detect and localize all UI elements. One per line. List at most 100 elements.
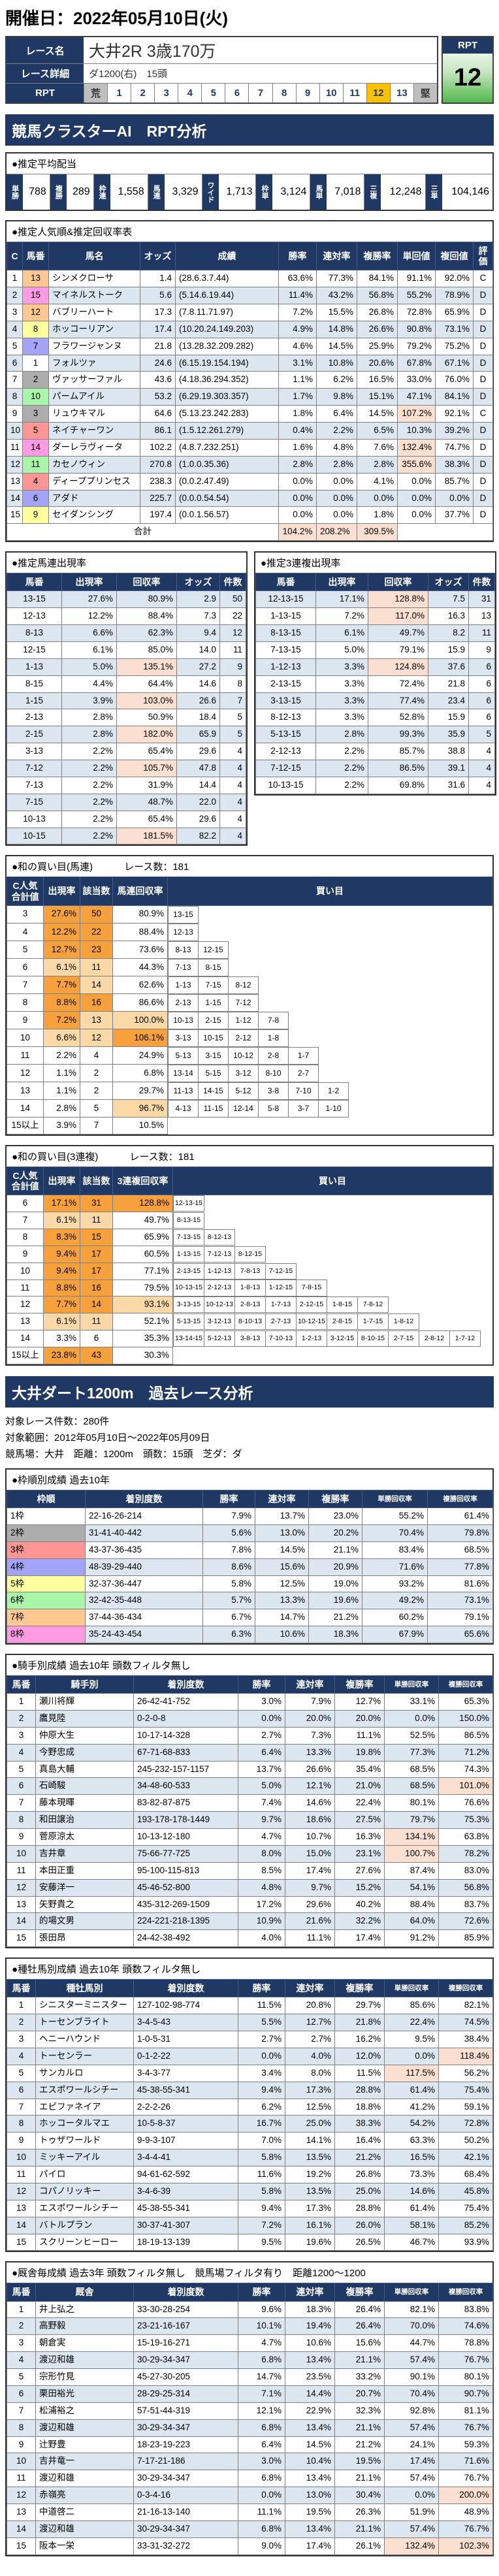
table-cell: 76.7% (438, 2470, 493, 2488)
table-cell: 82.1% (384, 2300, 439, 2319)
table-cell: 4.9% (278, 320, 317, 338)
table-row: 8 8.8% 16 86.6% 2-13 1-15 7-12 (7, 993, 492, 1012)
table-cell: 65.4% (116, 810, 177, 828)
column-header: 出現率 (315, 573, 368, 592)
table-cell: (6.29.19.303.357) (175, 388, 279, 406)
table-cell: 28.8% (334, 2199, 385, 2217)
table-cell: 9.4% (43, 1245, 80, 1263)
table-row: 11 14 ダーレラヴィータ 102.2 (4.8.7.232.251) 1.6% 4.8%… (7, 438, 493, 457)
table-cell: 14 (80, 976, 113, 995)
table-cell: ホッコータルマエ (35, 2115, 134, 2133)
table-cell: ヘニーハウンド (35, 2031, 134, 2048)
table-cell: 68.4% (438, 2166, 493, 2183)
table-cell: 75.3% (438, 1811, 493, 1829)
table-cell: 73.6% (112, 941, 168, 959)
table-cell: 0.4% (278, 422, 317, 440)
column-header: 複勝率 (308, 1489, 362, 1509)
kaime-box: 7-12-13 (204, 1246, 235, 1263)
table-cell: 12 (7, 2487, 36, 2505)
table-row: 1 瀬川将輝 26-42-41-752 3.0% 7.9% 12.7% 33.1% 65.3% (7, 1693, 493, 1711)
table-cell: 93.9% (438, 2233, 493, 2251)
table-cell: 99.3% (368, 726, 428, 744)
table-cell: 3-4-5-43 (133, 2014, 238, 2032)
table-cell: 9.6% (238, 2300, 285, 2319)
table-cell: 吉井章 (35, 1844, 134, 1863)
payout-type-label: 馬連 (148, 174, 165, 210)
table-cell: 8-13-15 (255, 624, 316, 642)
column-header: 馬連回収率 (112, 877, 168, 906)
table-cell: 38.4% (438, 2031, 493, 2048)
table-row: 14 2.8% 5 96.7% 4-13 11-15 12-14 5-8 3-7 1-10 (7, 1099, 492, 1118)
table-cell: 14 (7, 2216, 36, 2234)
table-cell: 13.0% (255, 1524, 309, 1542)
kaime-box: 1-7 (288, 1046, 319, 1065)
table-cell: 2.2% (61, 743, 117, 761)
table-cell: 14 (22, 438, 49, 457)
table-row: 1 13 シンメクローサ 1.4 (28.6.3.7.44) 63.6% 77.3% 84.1… (7, 270, 493, 288)
table-cell: 54.2% (384, 2115, 439, 2133)
table-cell: 26.1% (334, 2537, 385, 2555)
table-cell: 11.6% (238, 2166, 285, 2183)
column-header: 回収率 (368, 573, 428, 592)
stable-title: ●厩舎毎成績 過去3年 頭数フィルタ無し 競馬場フィルタ有り 距離1200～12… (12, 2268, 366, 2279)
table-cell: 76.0% (435, 371, 474, 389)
table-cell: マイネルストーク (48, 287, 140, 304)
table-row: 14 6 アダド 225.7 (0.0.0.54.54) 0.0% 0.0% 0.0% 0.0%… (7, 489, 493, 507)
table-row: 14 渡辺和雄 30-29-34-347 6.8% 13.4% 21.1% 57.4% 76.… (7, 2520, 493, 2538)
table-row: 12 赤嶺亮 0-3-4-16 0.0% 13.0% 30.4% 0.0% 200.0% (7, 2487, 493, 2505)
table-cell: 76.6% (438, 1794, 493, 1812)
table-cell: 8.3% (43, 1228, 80, 1246)
column-header: 件数 (468, 573, 495, 592)
column-header: 件数 (219, 573, 246, 592)
table-row: 15以上 23.8% 43 30.3% (7, 1347, 492, 1364)
table-cell: 5.8% (202, 1575, 255, 1593)
table-row: 7-12 2.2% 105.7% 47.8 4 (7, 760, 246, 777)
payout-strip: 単勝 788 複勝 289 枠連 1,558 馬連 3,329 ワイド 1,713 枠単 3,124 馬… (7, 174, 492, 210)
kaime-box: 3-8-13 (234, 1330, 266, 1347)
table-cell: 7.2% (315, 607, 368, 626)
kaime-cell: 5-13 3-15 10-12 2-8 1-7 (167, 1046, 492, 1065)
table-cell: 61.4% (384, 2081, 439, 2099)
track-conditions: 競馬場：大井 距離：1200m 頭数：15頭 芝ダ：ダ (5, 1448, 242, 1460)
table-cell: 21.2% (334, 2149, 385, 2167)
wa-umaren-race-count: レース数：181 (124, 861, 189, 873)
table-cell: 85.7% (435, 472, 474, 491)
column-header: 出現率 (61, 573, 117, 592)
table-cell: 52.8% (368, 709, 428, 727)
kaime-box: 1-12-13 (204, 1263, 235, 1280)
table-cell: 92.8% (384, 2402, 439, 2420)
table-cell: 27.6% (61, 590, 117, 609)
kaime-box: 2-12-13 (204, 1280, 235, 1296)
table-cell: 73.1% (435, 320, 474, 338)
table-cell: 9 (22, 506, 49, 524)
table-cell: 5.7% (202, 1592, 255, 1610)
table-cell: 83.4% (362, 1541, 428, 1559)
table-cell: D (473, 506, 493, 524)
table-cell: 4 (219, 743, 246, 761)
kaime-box: 10-12-13 (204, 1296, 235, 1313)
kaime-box: 8-12 (228, 976, 259, 994)
table-cell: 5.0% (61, 658, 117, 676)
table-cell: 3 (7, 303, 23, 321)
kaime-box: 2-8 (258, 1046, 289, 1065)
table-cell: 47.8 (176, 760, 220, 777)
table-cell: 20.0% (334, 1709, 385, 1728)
column-header: 複勝回収率 (438, 2283, 493, 2302)
table-cell: 24.6 (140, 354, 176, 372)
table-cell: 29.7% (334, 1997, 385, 2015)
table-cell: 瀬川将輝 (35, 1693, 134, 1711)
table-cell: 30-29-34-347 (133, 2351, 238, 2370)
kaime-box: 5-12 (228, 1082, 259, 1100)
table-cell: 6 (468, 709, 495, 727)
table-cell: 44.7% (384, 2334, 439, 2353)
table-cell: 11.1% (334, 1726, 385, 1745)
table-cell: 70.0% (384, 2317, 439, 2336)
column-header: 連対率 (285, 1675, 335, 1694)
kaime-cell (167, 1117, 492, 1135)
table-cell: 61.4% (427, 1507, 493, 1525)
table-cell: 103.0% (116, 692, 177, 710)
table-cell: 3-13-15 (255, 692, 316, 710)
table-row: 8 10 パームアイル 53.2 (6.29.19.303.357) 1.7% 9.8% 15… (7, 388, 493, 406)
table-cell: 74.6% (438, 2317, 493, 2336)
table-cell: 18-23-19-223 (133, 2436, 238, 2454)
